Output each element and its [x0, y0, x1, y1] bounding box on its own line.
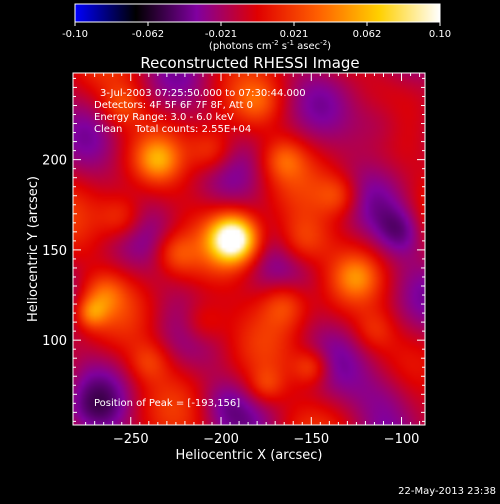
colorbar-tick-label: 0.10	[429, 29, 451, 40]
chart-title: Reconstructed RHESSI Image	[140, 54, 359, 72]
heatmap-raster	[73, 73, 425, 425]
annotations: 3-Jul-2003 07:25:50.000 to 07:30:44.000 …	[94, 88, 306, 409]
heatmap-image	[73, 73, 425, 425]
energy-range-text: Energy Range: 3.0 - 6.0 keV	[94, 112, 234, 123]
plot-frame	[72, 72, 426, 426]
colorbar-ticks: -0.10 -0.062 -0.021 0.021 0.062 0.10	[62, 22, 451, 40]
colorbar-frame	[74, 3, 441, 23]
y-tick-label: 100	[42, 334, 67, 349]
colorbar-fill	[75, 4, 440, 22]
colorbar-tick-label: 0.062	[353, 29, 382, 40]
x-axis: −250 −200 −150 −100	[85, 73, 421, 447]
x-tick-label: −100	[384, 432, 420, 447]
x-tick-label: −200	[203, 432, 239, 447]
y-axis-label: Heliocentric Y (arcsec)	[26, 176, 41, 322]
y-tick-label: 200	[42, 154, 67, 169]
detectors-text: Detectors: 4F 5F 6F 7F 8F, Att 0	[94, 100, 253, 111]
y-tick-label: 150	[42, 244, 67, 259]
peak-position-text: Position of Peak = [-193,156]	[94, 398, 240, 409]
x-axis-label: Heliocentric X (arcsec)	[176, 448, 323, 463]
colorbar: -0.10 -0.062 -0.021 0.021 0.062 0.10 (photons…	[62, 3, 451, 52]
footer-timestamp: 22-May-2013 23:38	[398, 486, 496, 497]
colorbar-units: (photons cm-2 s-1 asec-2)	[209, 39, 331, 52]
colorbar-tick-label: 0.021	[280, 29, 309, 40]
clean-counts-text: Clean Total counts: 2.55E+04	[94, 124, 251, 135]
time-range-text: 3-Jul-2003 07:25:50.000 to 07:30:44.000	[100, 88, 306, 99]
x-tick-label: −250	[113, 432, 149, 447]
colorbar-tick-label: -0.10	[62, 29, 88, 40]
y-axis: 100 150 200	[42, 77, 425, 422]
colorbar-tick-label: -0.062	[132, 29, 164, 40]
colorbar-tick-label: -0.021	[205, 29, 237, 40]
x-tick-label: −150	[293, 432, 329, 447]
